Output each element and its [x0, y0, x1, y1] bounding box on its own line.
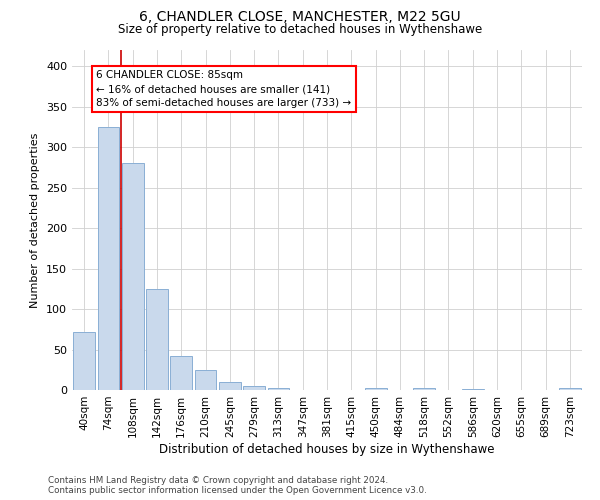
Bar — [73, 332, 95, 390]
Bar — [97, 127, 119, 390]
Bar — [268, 388, 289, 390]
Text: 6, CHANDLER CLOSE, MANCHESTER, M22 5GU: 6, CHANDLER CLOSE, MANCHESTER, M22 5GU — [139, 10, 461, 24]
Bar — [462, 389, 484, 390]
Bar — [413, 388, 435, 390]
Bar — [146, 289, 168, 390]
X-axis label: Distribution of detached houses by size in Wythenshawe: Distribution of detached houses by size … — [159, 442, 495, 456]
Text: Size of property relative to detached houses in Wythenshawe: Size of property relative to detached ho… — [118, 22, 482, 36]
Y-axis label: Number of detached properties: Number of detached properties — [31, 132, 40, 308]
Text: Contains HM Land Registry data © Crown copyright and database right 2024.
Contai: Contains HM Land Registry data © Crown c… — [48, 476, 427, 495]
Bar — [559, 388, 581, 390]
Bar — [170, 356, 192, 390]
Text: 6 CHANDLER CLOSE: 85sqm
← 16% of detached houses are smaller (141)
83% of semi-d: 6 CHANDLER CLOSE: 85sqm ← 16% of detache… — [96, 70, 352, 108]
Bar — [194, 370, 217, 390]
Bar — [219, 382, 241, 390]
Bar — [365, 388, 386, 390]
Bar — [243, 386, 265, 390]
Bar — [122, 164, 143, 390]
